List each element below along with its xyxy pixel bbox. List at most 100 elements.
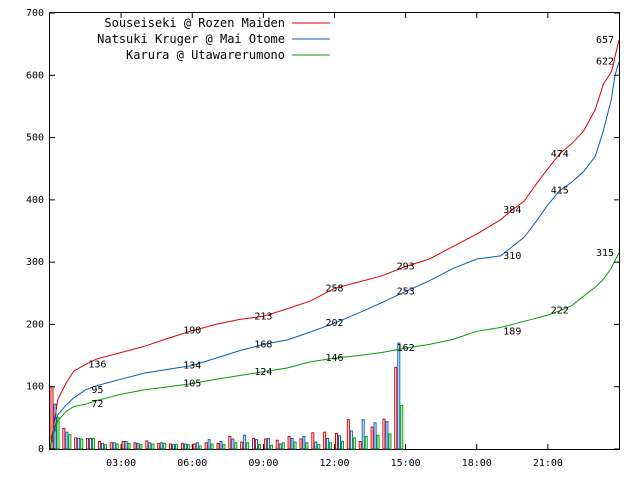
histogram-bar — [400, 404, 404, 450]
histogram-bar — [204, 442, 208, 450]
value-label: 136 — [88, 359, 106, 370]
value-label: 657 — [596, 35, 614, 46]
x-tick-label: 06:00 — [177, 458, 207, 469]
histogram-bar — [255, 439, 259, 450]
x-tick-label: 15:00 — [391, 458, 421, 469]
histogram-bar — [314, 441, 318, 450]
x-tick-label: 12:00 — [319, 458, 349, 469]
value-label: 310 — [503, 251, 521, 262]
histogram-bar — [219, 441, 223, 450]
histogram-bar — [258, 444, 262, 450]
histogram — [50, 342, 404, 450]
y-tick-label: 500 — [26, 133, 44, 144]
histogram-bar — [121, 441, 125, 450]
value-label: 189 — [503, 326, 521, 337]
value-label: 622 — [596, 57, 614, 68]
histogram-bar — [148, 442, 152, 450]
histogram-bar — [89, 437, 93, 450]
histogram-bar — [385, 421, 389, 450]
histogram-bar — [323, 431, 327, 450]
histogram-bar — [160, 442, 164, 450]
value-label: 213 — [254, 311, 272, 322]
histogram-bar — [151, 443, 155, 450]
histogram-bar — [243, 434, 247, 450]
histogram-bar — [74, 437, 78, 450]
histogram-bar — [62, 427, 66, 450]
value-label: 190 — [183, 326, 201, 337]
value-label: 162 — [397, 343, 415, 354]
series-lines — [49, 39, 620, 450]
histogram-bar — [136, 442, 140, 450]
histogram-bar — [169, 443, 173, 450]
histogram-bar — [299, 438, 303, 450]
histogram-bar — [278, 443, 282, 450]
value-label: 105 — [183, 379, 201, 390]
histogram-bar — [370, 426, 374, 450]
histogram-bar — [133, 442, 137, 450]
histogram-bar — [364, 436, 368, 450]
histogram-bar — [275, 439, 279, 450]
histogram-bar — [311, 432, 315, 450]
histogram-bar — [186, 444, 190, 450]
series-line — [49, 39, 620, 450]
y-tick-label: 600 — [26, 70, 44, 81]
histogram-bar — [65, 431, 69, 450]
value-label: 258 — [325, 283, 343, 294]
histogram-bar — [192, 443, 196, 450]
x-tick-label: 03:00 — [106, 458, 136, 469]
histogram-bar — [92, 437, 96, 450]
y-tick-label: 300 — [26, 257, 44, 268]
histogram-bar — [352, 437, 356, 450]
histogram-bar — [346, 419, 350, 450]
x-axis: 03:00 06:00 09:00 12:00 15:00 18:00 21:00 — [106, 13, 563, 469]
histogram-bar — [127, 442, 131, 450]
series-line — [49, 252, 620, 450]
histogram-bar — [358, 441, 362, 450]
legend-label: Natsuki Kruger @ Mai Otome — [97, 32, 285, 46]
histogram-bar — [338, 435, 341, 450]
y-tick-label: 200 — [26, 319, 44, 330]
value-label: 293 — [397, 262, 415, 273]
value-label: 134 — [183, 361, 201, 372]
value-label: 474 — [551, 149, 569, 160]
histogram-bar — [100, 442, 104, 450]
histogram-bar — [302, 436, 306, 450]
histogram-bar — [234, 442, 238, 450]
value-label: 95 — [91, 385, 103, 396]
histogram-bar — [207, 439, 211, 450]
histogram-bar — [290, 437, 294, 450]
histogram-bar — [68, 434, 72, 450]
histogram-bar — [335, 432, 338, 450]
plot-frame — [49, 12, 620, 450]
histogram-bar — [183, 443, 187, 450]
histogram-bar — [341, 441, 344, 450]
value-label: 168 — [254, 339, 272, 350]
histogram-bar — [77, 437, 81, 450]
histogram-bar — [269, 444, 273, 450]
histogram-bar — [86, 437, 90, 450]
histogram-bar — [281, 442, 285, 450]
histogram-bar — [376, 434, 380, 450]
y-tick-label: 400 — [26, 195, 44, 206]
histogram-bar — [80, 438, 84, 450]
value-label: 415 — [551, 186, 569, 197]
histogram-bar — [139, 444, 143, 450]
legend-label: Karura @ Utawarerumono — [126, 48, 285, 62]
histogram-bar — [198, 445, 202, 450]
histogram-bar — [56, 417, 60, 450]
histogram-bar — [266, 437, 270, 450]
histogram-bar — [210, 443, 214, 450]
annotations: 136 190 213 258 293 384 474 657 95 134 168 202 253 31… — [88, 35, 614, 410]
histogram-bar — [240, 441, 244, 450]
value-label: 202 — [325, 318, 343, 329]
histogram-bar — [172, 444, 176, 450]
series-line — [49, 61, 620, 450]
histogram-bar — [397, 342, 401, 450]
histogram-bar — [252, 437, 256, 450]
x-tick-label: 09:00 — [248, 458, 278, 469]
histogram-bar — [305, 442, 309, 450]
histogram-bar — [97, 441, 101, 450]
histogram-bar — [361, 419, 365, 450]
value-label: 72 — [91, 399, 103, 410]
